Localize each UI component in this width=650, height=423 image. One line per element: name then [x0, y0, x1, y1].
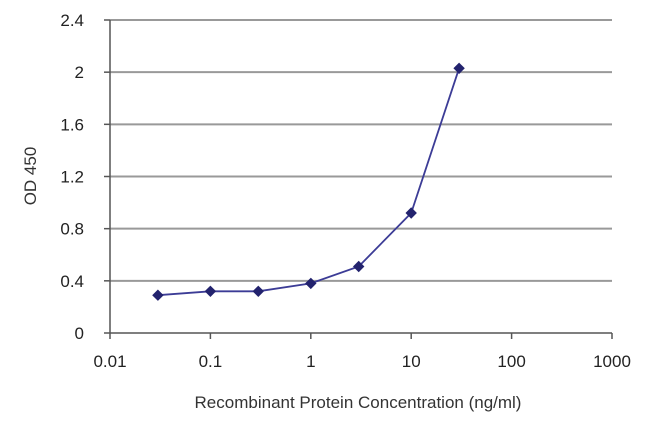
data-point-marker [352, 260, 365, 273]
x-axis-title: Recombinant Protein Concentration (ng/ml… [195, 393, 522, 412]
x-tick-label: 1000 [593, 352, 631, 371]
y-tick-label: 0 [75, 324, 84, 343]
data-point-marker [204, 285, 217, 298]
y-tick-label: 0.4 [60, 272, 84, 291]
y-axis-ticks: 0 0.4 0.8 1.2 1.6 2 2.4 [60, 11, 110, 343]
x-tick-label: 100 [497, 352, 525, 371]
data-point-marker [152, 289, 164, 301]
series-line [157, 68, 460, 297]
y-tick-label: 2.4 [60, 11, 84, 30]
y-tick-label: 0.8 [60, 220, 84, 239]
data-point-marker [453, 62, 465, 75]
data-point-marker [305, 277, 317, 290]
data-point-marker [252, 285, 265, 298]
x-tick-label: 1 [306, 352, 315, 371]
y-tick-label: 1.2 [60, 168, 84, 187]
data-point-marker [405, 207, 417, 219]
data-series [152, 62, 465, 301]
x-tick-label: 10 [402, 352, 421, 371]
x-tick-label: 0.1 [199, 352, 223, 371]
gridlines [110, 19, 612, 282]
x-axis-ticks: 0.01 0.1 1 10 100 1000 [93, 333, 631, 371]
y-axis-title: OD 450 [21, 147, 40, 206]
y-tick-label: 2 [75, 63, 84, 82]
y-tick-label: 1.6 [60, 115, 84, 134]
x-tick-label: 0.01 [93, 352, 126, 371]
